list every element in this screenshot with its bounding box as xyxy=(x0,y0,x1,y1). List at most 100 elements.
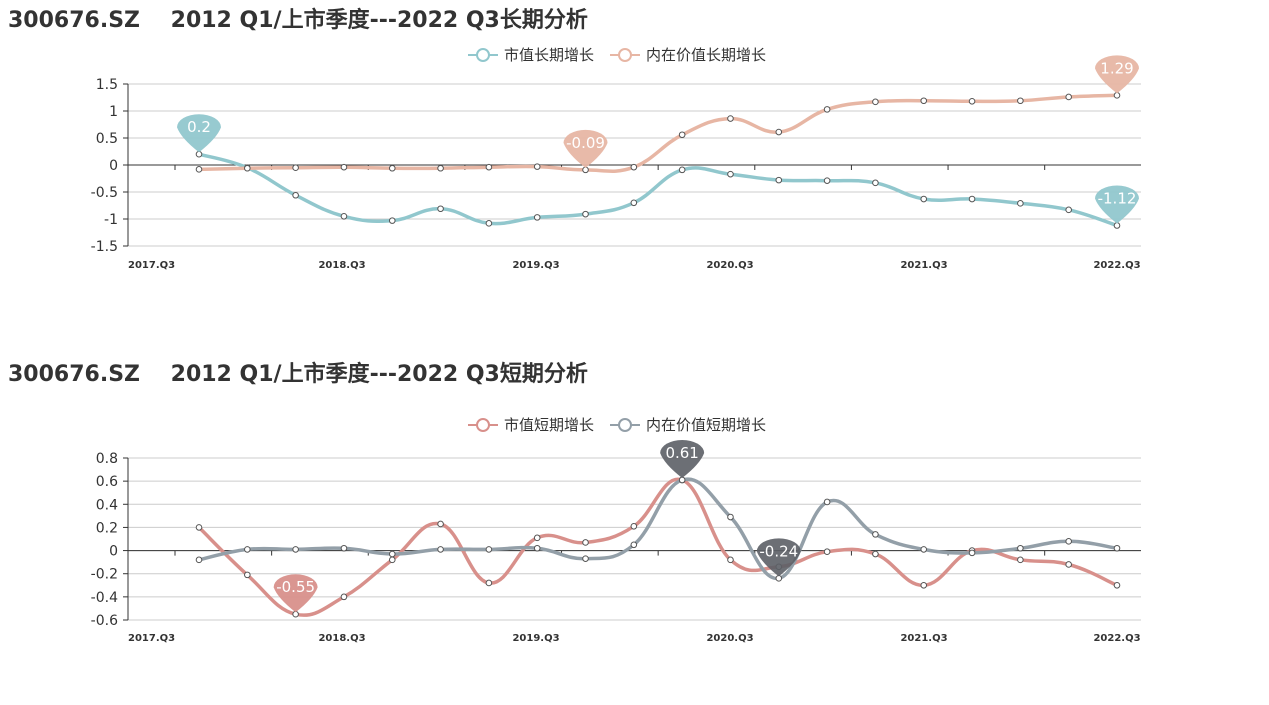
x-tick-label: 2021.Q3 xyxy=(900,633,947,644)
y-tick-label: -1.5 xyxy=(91,239,118,255)
chart-title-short: 300676.SZ 2012 Q1/上市季度---2022 Q3短期分析 xyxy=(8,362,588,387)
data-point xyxy=(195,524,203,531)
data-point xyxy=(388,550,396,558)
data-point xyxy=(823,498,831,506)
legend-marker xyxy=(476,47,490,62)
data-point xyxy=(920,581,928,589)
legend-label: 内在价值长期增长 xyxy=(646,46,767,64)
callout-label: 1.29 xyxy=(1100,59,1133,77)
data-point xyxy=(485,546,493,553)
callout-label: -1.12 xyxy=(1098,189,1137,207)
callout-shape xyxy=(563,129,608,168)
x-tick-label: 2021.Q3 xyxy=(900,260,947,271)
y-tick-label: 0 xyxy=(109,158,118,174)
data-point xyxy=(968,549,976,557)
chart-title-long: 300676.SZ 2012 Q1/上市季度---2022 Q3长期分析 xyxy=(8,8,588,33)
data-point xyxy=(195,166,203,173)
data-point xyxy=(968,97,976,105)
data-point xyxy=(485,163,493,171)
legend-item-market-value-long[interactable]: 市值长期增长 xyxy=(468,44,594,65)
data-point xyxy=(1017,544,1024,552)
x-tick-label: 2018.Q3 xyxy=(318,633,365,644)
legend-item-intrinsic-value-long[interactable]: 内在价值长期增长 xyxy=(610,44,766,65)
data-point xyxy=(292,191,299,199)
callout-pin: -0.24 xyxy=(756,538,801,577)
callout-pin: -1.12 xyxy=(1095,185,1139,224)
data-point xyxy=(823,177,831,184)
data-point xyxy=(920,97,928,105)
legend-label: 市值短期增长 xyxy=(504,416,595,434)
data-point xyxy=(727,170,734,178)
legend-short: 市值短期增长 内在价值短期增长 xyxy=(468,414,782,435)
data-point xyxy=(437,205,444,213)
legend-long: 市值长期增长 内在价值长期增长 xyxy=(468,44,782,65)
data-point xyxy=(727,115,734,122)
data-point xyxy=(437,520,444,528)
y-tick-label: -0.4 xyxy=(91,590,118,606)
callout-pin: 0.2 xyxy=(177,114,221,153)
data-point xyxy=(388,556,396,564)
callout-pin: 0.61 xyxy=(660,439,705,478)
data-point xyxy=(340,593,348,601)
x-tick-label: 2020.Q3 xyxy=(706,260,753,271)
series-line xyxy=(198,93,1118,173)
data-point xyxy=(872,550,879,558)
data-point xyxy=(292,546,299,553)
data-point xyxy=(340,213,348,220)
data-point xyxy=(582,210,589,218)
legend-line-icon xyxy=(468,47,498,62)
y-tick-label: 1 xyxy=(109,104,118,120)
legend-item-market-value-short[interactable]: 市值短期增长 xyxy=(468,414,594,435)
callout-shape xyxy=(1095,55,1139,94)
data-point xyxy=(775,575,783,582)
y-tick-label: -0.2 xyxy=(91,567,118,583)
data-point xyxy=(872,179,879,187)
y-tick-label: -1 xyxy=(104,212,118,228)
data-point xyxy=(244,571,251,579)
data-point xyxy=(678,476,686,484)
data-point xyxy=(1017,200,1024,207)
data-point xyxy=(244,164,251,172)
data-point xyxy=(582,539,589,546)
data-point xyxy=(533,163,541,170)
y-tick-label: 0.5 xyxy=(96,131,118,147)
x-tick-label: 2022.Q3 xyxy=(1093,633,1140,644)
x-tick-label: 2018.Q3 xyxy=(318,260,365,271)
data-point xyxy=(1065,206,1072,214)
x-tick-label: 2019.Q3 xyxy=(512,260,559,271)
callout-label: -0.24 xyxy=(759,542,798,560)
data-point xyxy=(727,556,734,564)
y-tick-label: 0.6 xyxy=(96,474,118,490)
x-tick-label: 2020.Q3 xyxy=(706,633,753,644)
y-tick-label: 0.2 xyxy=(96,520,118,536)
data-point xyxy=(388,164,396,172)
data-point xyxy=(437,546,444,553)
callout-shape xyxy=(1095,185,1139,224)
data-point xyxy=(292,610,299,618)
x-tick-label: 2019.Q3 xyxy=(512,633,559,644)
y-tick-label: 0.8 xyxy=(96,451,118,467)
callout-shape xyxy=(660,439,705,478)
legend-item-intrinsic-value-short[interactable]: 内在价值短期增长 xyxy=(610,414,766,435)
data-point xyxy=(244,546,251,553)
data-point xyxy=(1113,581,1121,589)
x-tick-label: 2017.Q3 xyxy=(128,260,175,271)
data-point xyxy=(1017,97,1024,105)
data-point xyxy=(630,541,638,549)
data-point xyxy=(630,163,638,171)
data-point xyxy=(292,164,299,171)
callout-label: 0.2 xyxy=(187,118,211,136)
callout-pin: -0.55 xyxy=(273,574,318,613)
callout-shape xyxy=(756,538,801,577)
callout-label: 0.61 xyxy=(665,444,698,462)
data-point xyxy=(872,531,879,538)
data-point xyxy=(872,98,879,106)
data-point xyxy=(727,513,734,521)
series-line xyxy=(197,477,1118,617)
data-point xyxy=(1017,556,1024,564)
data-point xyxy=(968,195,976,203)
series-line xyxy=(198,152,1118,228)
callout-pin: -0.09 xyxy=(563,129,608,168)
data-point xyxy=(678,131,686,139)
